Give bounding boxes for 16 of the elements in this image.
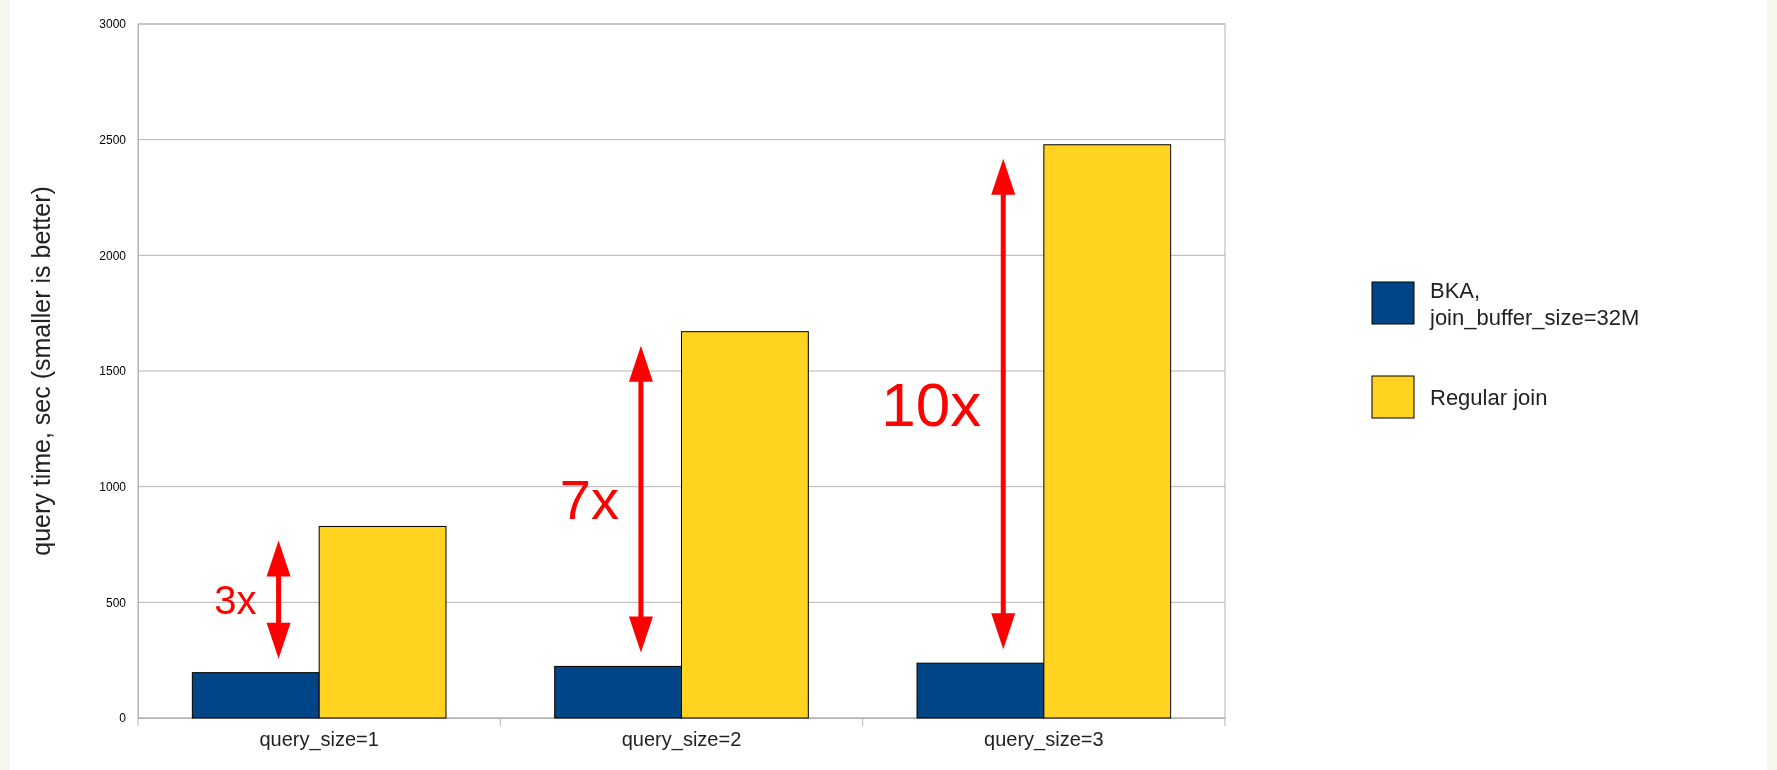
x-tick-label: query_size=2: [621, 728, 742, 752]
y-tick-label: 500: [105, 595, 127, 610]
annotation: 10x: [881, 369, 982, 439]
y-tick-label: 3000: [99, 17, 127, 32]
annotation: 7x: [559, 467, 619, 531]
x-tick-label: query_size=1: [259, 728, 379, 752]
annotation: 3x: [214, 577, 257, 622]
y-tick-label: 2500: [99, 133, 127, 148]
x-tick-label: query_size=3: [984, 728, 1104, 752]
y-axis-title: query time, sec (smaller is better): [27, 186, 55, 556]
legend-label: Regular join: [1430, 384, 1548, 410]
y-tick-label: 1000: [99, 480, 127, 495]
legend-label: BKA, join_buffer_size=32M: [1429, 277, 1640, 330]
y-tick-label: 2000: [99, 248, 127, 263]
y-tick-label: 0: [119, 711, 127, 726]
y-tick-label: 1500: [99, 364, 127, 379]
